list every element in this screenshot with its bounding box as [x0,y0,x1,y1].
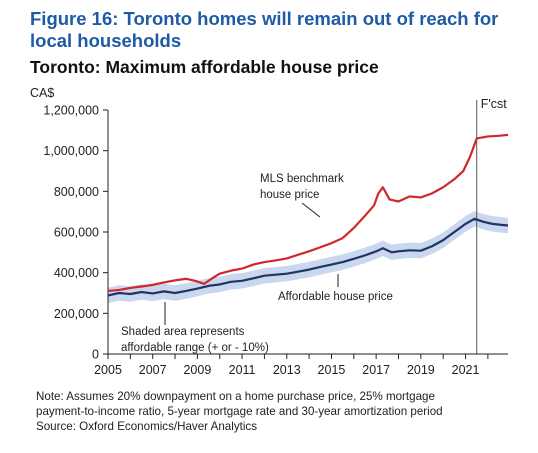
band-annotation-line-2: affordable range (+ or - 10%) [121,342,269,354]
y-tick-label: 200,000 [54,307,99,321]
x-tick-label: 2019 [407,363,435,377]
mls-annotation-line-1: MLS benchmark [260,173,344,185]
axes-layer: 0 200,000 400,000 600,000 800,000 1,000,000 1,… [43,104,508,377]
note-line-1: Note: Assumes 20% downpayment on a home … [36,390,435,403]
x-tick-label: 2011 [229,363,256,377]
chart-notes: Note: Assumes 20% downpayment on a home … [36,389,531,434]
y-tick-label: 1,000,000 [43,144,99,158]
x-tick-label: 2015 [318,363,346,377]
forecast-label: F'cst [481,97,508,111]
y-axis-label: CA$ [30,86,54,100]
y-tick-label: 1,200,000 [43,104,99,118]
chart-title: Toronto: Maximum affordable house price [30,57,379,77]
source-line: Source: Oxford Economics/Haver Analytics [36,420,258,433]
x-tick-label: 2021 [452,363,480,377]
forecast-layer: F'cst [476,97,508,354]
affordable-range-band [108,211,508,304]
x-tick-label: 2013 [273,363,301,377]
affordable-price-line [107,217,509,297]
y-tick-label: 0 [92,348,99,362]
series-layer [107,133,509,297]
mls-annotation-line-2: house price [260,189,319,201]
figure-title: Figure 16: Toronto homes will remain out… [30,8,499,51]
mls-benchmark-line [107,133,509,293]
y-tick-label: 400,000 [54,266,99,280]
x-tick-label: 2005 [94,363,122,377]
y-tick-label: 600,000 [54,226,99,240]
mls-annotation-arrow [301,202,321,218]
note-line-2: payment-to-income ratio, 5-year mortgage… [36,405,443,418]
x-tick-label: 2007 [139,363,167,377]
x-tick-label: 2009 [183,363,211,377]
affordable-band-layer [108,211,508,304]
band-annotation-line-1: Shaded area represents [121,326,245,338]
x-tick-label: 2017 [362,363,390,377]
y-tick-label: 800,000 [54,185,99,199]
annotation-layer: MLS benchmark house price Affordable hou… [121,173,393,354]
affordable-annotation: Affordable house price [278,291,393,303]
